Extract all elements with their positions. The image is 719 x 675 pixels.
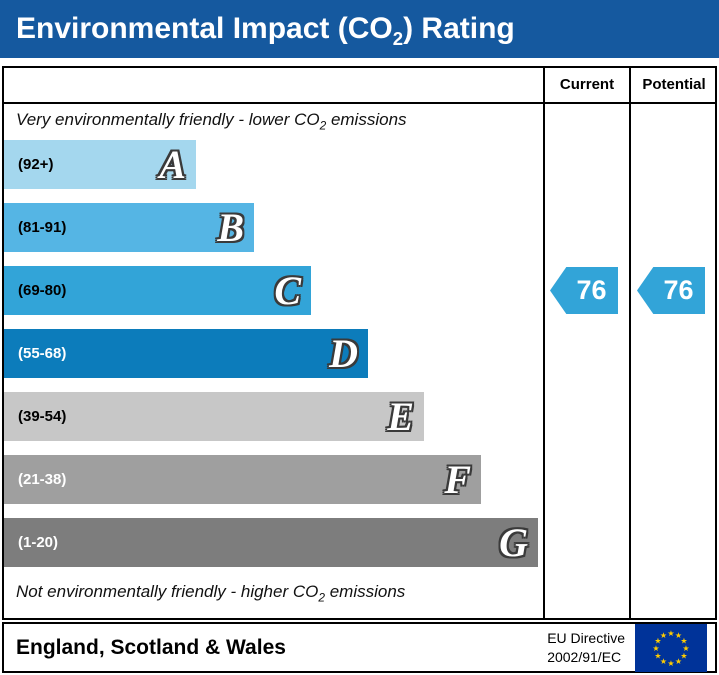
band-range-a: (92+) <box>18 156 54 173</box>
band-row-d: (55-68) D <box>4 329 538 378</box>
eu-directive-line1: EU Directive <box>547 630 625 647</box>
chart-footer: England, Scotland & Wales EU Directive 2… <box>2 622 717 673</box>
band-letter-b: B <box>217 204 244 250</box>
band-row-f: (21-38) F <box>4 455 538 504</box>
band-range-e: (39-54) <box>18 408 67 425</box>
svg-text:★: ★ <box>667 629 674 638</box>
bottom-caption-subscript: 2 <box>318 590 325 605</box>
region-label: England, Scotland & Wales <box>16 635 286 659</box>
rating-chart-box: Current Potential Very environmentally f… <box>2 66 717 620</box>
svg-text:★: ★ <box>680 636 687 645</box>
chart-title-text-end: ) Rating <box>403 12 515 45</box>
rating-bands: (92+) A (81-91) B (69-80) C (55-68) <box>4 140 538 581</box>
top-caption-subscript: 2 <box>319 118 327 133</box>
band-range-g: (1-20) <box>18 534 59 551</box>
column-divider-current <box>543 68 545 618</box>
bottom-caption: Not environmentally friendly - higher CO… <box>16 582 405 604</box>
svg-text:★: ★ <box>660 657 667 666</box>
band-bar-c: (69-80) C <box>4 266 311 315</box>
band-letter-a: A <box>159 141 186 187</box>
band-range-d: (55-68) <box>18 345 67 362</box>
band-bar-b: (81-91) B <box>4 203 254 252</box>
band-row-e: (39-54) E <box>4 392 538 441</box>
svg-text:★: ★ <box>652 644 659 653</box>
chart-title: Environmental Impact (CO2) Rating <box>16 12 515 49</box>
band-row-a: (92+) A <box>4 140 538 189</box>
band-bar-f: (21-38) F <box>4 455 481 504</box>
band-bar-a: (92+) A <box>4 140 196 189</box>
svg-text:★: ★ <box>675 657 682 666</box>
svg-text:★: ★ <box>660 631 667 640</box>
bottom-caption-text-end: emissions <box>324 582 406 601</box>
svg-text:★: ★ <box>667 659 674 668</box>
band-bar-g: (1-20) G <box>4 518 538 567</box>
svg-text:★: ★ <box>675 631 682 640</box>
band-bar-e: (39-54) E <box>4 392 424 441</box>
svg-text:★: ★ <box>654 636 661 645</box>
band-range-f: (21-38) <box>18 471 67 488</box>
band-row-c: (69-80) C <box>4 266 538 315</box>
eu-flag-icon: ★ ★ ★ ★ ★ ★ ★ ★ ★ ★ ★ ★ <box>635 623 707 672</box>
current-rating-pointer: 76 <box>550 267 618 314</box>
band-row-g: (1-20) G <box>4 518 538 567</box>
chart-title-subscript: 2 <box>392 28 404 49</box>
column-header-potential: Potential <box>642 76 706 93</box>
band-letter-c: C <box>274 267 301 313</box>
band-row-b: (81-91) B <box>4 203 538 252</box>
band-letter-e: E <box>387 393 414 439</box>
bottom-caption-text: Not environmentally friendly - higher CO <box>16 582 319 601</box>
column-header-current: Current <box>559 76 615 93</box>
band-letter-g: G <box>499 519 528 565</box>
chart-title-text: Environmental Impact (CO <box>16 12 393 45</box>
band-range-c: (69-80) <box>18 282 67 299</box>
column-divider-potential <box>629 68 631 618</box>
eu-directive-line2: 2002/91/EC <box>547 648 622 665</box>
header-row-divider <box>4 102 715 104</box>
top-caption-text-end: emissions <box>326 110 407 129</box>
potential-rating-pointer: 76 <box>637 267 705 314</box>
top-caption-text: Very environmentally friendly - lower CO <box>16 110 320 129</box>
top-caption: Very environmentally friendly - lower CO… <box>16 110 407 132</box>
svg-text:★: ★ <box>682 644 689 653</box>
band-letter-f: F <box>444 456 471 502</box>
eu-directive-label: EU Directive 2002/91/EC <box>547 629 625 665</box>
svg-text:★: ★ <box>680 651 687 660</box>
svg-text:★: ★ <box>654 651 661 660</box>
band-range-b: (81-91) <box>18 219 67 236</box>
band-bar-d: (55-68) D <box>4 329 368 378</box>
chart-title-bar: Environmental Impact (CO2) Rating <box>0 0 719 58</box>
band-letter-d: D <box>329 330 358 376</box>
